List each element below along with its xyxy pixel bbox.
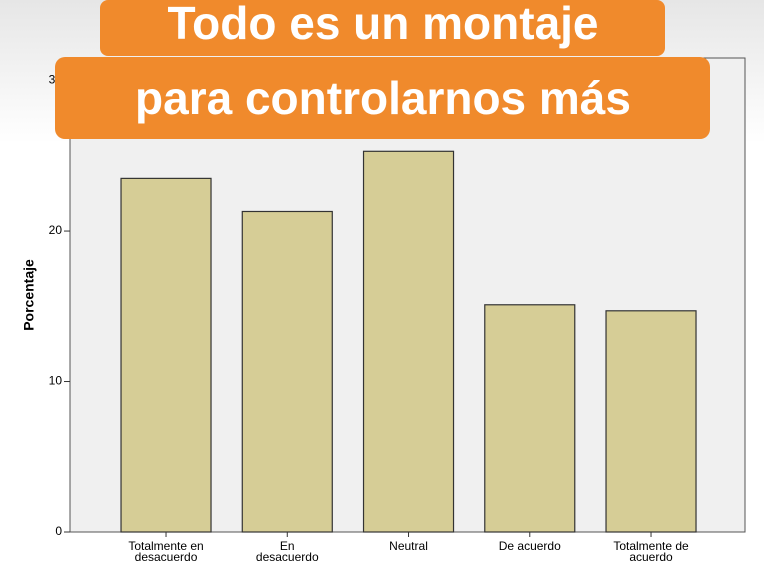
x-tick-label: Neutral <box>389 541 428 553</box>
caption-box <box>55 57 710 139</box>
caption-box <box>100 0 665 56</box>
x-tick-label-box: Neutral <box>389 541 428 553</box>
x-tick-label-box: Totalmente en desacuerdo <box>128 541 204 564</box>
bar <box>362 150 455 533</box>
bar <box>484 304 576 533</box>
x-tick-label-box: Totalmente de acuerdo <box>613 541 689 564</box>
y-tick-label: 20 <box>49 223 63 237</box>
x-tick-label: En desacuerdo <box>255 541 319 564</box>
y-tick-label: 10 <box>49 374 63 388</box>
y-axis-label: Porcentaje <box>21 259 37 331</box>
x-tick-label-box: En desacuerdo <box>255 541 319 564</box>
x-tick-label-box: De acuerdo <box>498 541 561 553</box>
bar <box>605 310 697 533</box>
caption: Todo es un montaje <box>167 0 598 49</box>
y-tick-label: 0 <box>55 524 62 538</box>
bar <box>241 210 333 533</box>
caption: para controlarnos más <box>135 72 631 124</box>
x-tick-label: De acuerdo <box>498 541 561 553</box>
x-tick-label: Totalmente de acuerdo <box>613 541 689 564</box>
bar <box>120 177 212 533</box>
x-tick-label: Totalmente en desacuerdo <box>128 541 204 564</box>
